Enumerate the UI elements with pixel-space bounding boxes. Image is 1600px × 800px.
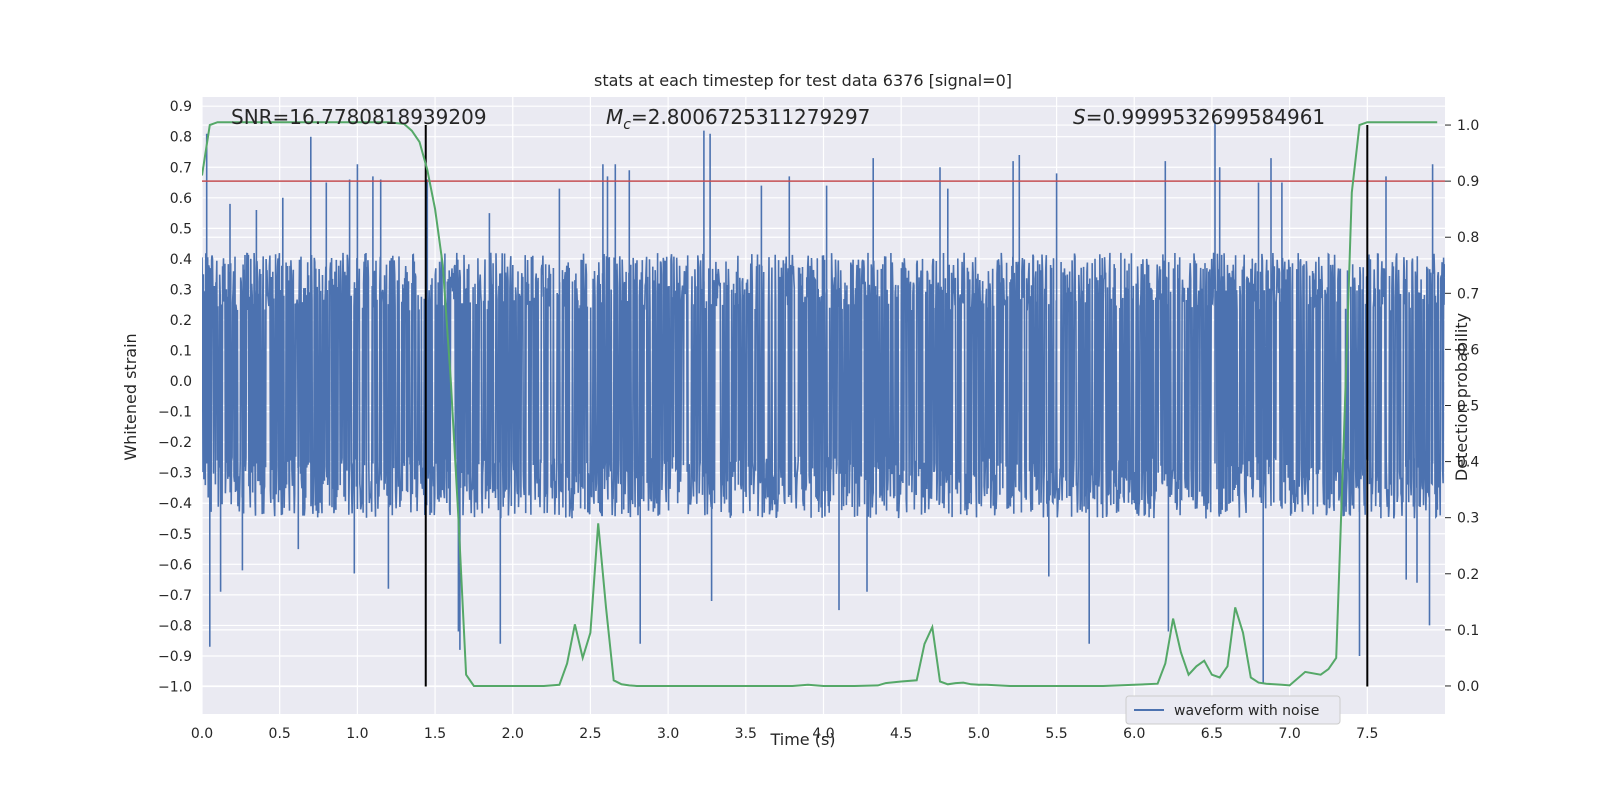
y-right-tick-label: 0.1	[1457, 623, 1479, 639]
y-right-tick-label: 0.5	[1457, 399, 1479, 415]
s-symbol: S	[1073, 105, 1086, 129]
legend-label: waveform with noise	[1174, 703, 1319, 719]
y-left-tick-label: 0.6	[170, 191, 192, 207]
y-left-tick-label: −0.8	[158, 618, 192, 634]
axis-ticks: 0.0 0.5 1.0 1.5 2.0 2.5 3.0 3.5 4.0 4.5 5.0 5.5 6.0 6…	[158, 99, 1479, 742]
y-left-tick-label: 0.9	[170, 99, 192, 115]
y-left-tick-label: 0.4	[170, 252, 192, 268]
x-tick-label: 0.0	[191, 726, 213, 742]
s-value: =0.9999532699584961	[1086, 105, 1325, 129]
x-tick-label: 5.0	[968, 726, 990, 742]
x-tick-label: 3.0	[657, 726, 679, 742]
chirp-mass-annotation: Mc=2.8006725311279297	[606, 105, 870, 133]
y-left-tick-label: 0.2	[170, 313, 192, 329]
x-tick-label: 6.0	[1123, 726, 1145, 742]
y-left-tick-label: −0.4	[158, 496, 192, 512]
y-left-tick-label: 0.5	[170, 221, 192, 237]
y-left-tick-label: −0.3	[158, 466, 192, 482]
y-right-tick-label: 0.0	[1457, 679, 1479, 695]
y-right-tick-label: 0.6	[1457, 342, 1479, 358]
x-tick-label: 7.0	[1278, 726, 1300, 742]
x-tick-label: 5.5	[1045, 726, 1067, 742]
x-tick-label: 0.5	[269, 726, 291, 742]
y-left-tick-label: 0.8	[170, 130, 192, 146]
chirp-mass-symbol: M	[606, 105, 623, 129]
waveform-line	[202, 121, 1445, 684]
y-left-tick-label: 0.3	[170, 282, 192, 298]
y-right-tick-label: 0.4	[1457, 455, 1479, 471]
snr-annotation: SNR=16.7780818939209	[231, 105, 487, 129]
y-left-tick-label: 0.1	[170, 344, 192, 360]
x-tick-label: 2.0	[502, 726, 524, 742]
y-right-tick-label: 0.2	[1457, 567, 1479, 583]
y-axis-left-label: Whitened strain	[121, 333, 140, 460]
y-left-tick-label: −0.7	[158, 588, 192, 604]
detection-probability-series	[202, 121, 1438, 687]
y-right-tick-label: 1.0	[1457, 118, 1479, 134]
x-tick-label: 2.5	[579, 726, 601, 742]
y-left-tick-label: 0.0	[170, 374, 192, 390]
overlay-lines	[202, 125, 1445, 687]
s-annotation: S=0.9999532699584961	[1073, 105, 1325, 129]
y-left-tick-label: −1.0	[158, 680, 192, 696]
x-tick-label: 1.0	[346, 726, 368, 742]
waveform-series	[202, 121, 1445, 684]
y-axis-right-label: Detection probability	[1452, 313, 1471, 481]
y-right-tick-label: 0.7	[1457, 286, 1479, 302]
y-left-tick-label: −0.1	[158, 405, 192, 421]
x-tick-label: 4.0	[812, 726, 834, 742]
x-tick-label: 4.5	[890, 726, 912, 742]
legend-box	[1125, 695, 1341, 725]
chirp-mass-subscript: c	[623, 117, 631, 133]
chart-title: stats at each timestep for test data 637…	[594, 71, 1012, 90]
y-left-tick-label: −0.5	[158, 527, 192, 543]
x-axis-label: Time (s)	[769, 730, 835, 749]
x-tick-label: 3.5	[735, 726, 757, 742]
y-right-tick-label: 0.3	[1457, 511, 1479, 527]
chirp-mass-value: =2.8006725311279297	[631, 105, 870, 129]
legend: waveform with noise	[1125, 695, 1341, 725]
y-left-tick-label: 0.7	[170, 160, 192, 176]
y-right-tick-label: 0.8	[1457, 230, 1479, 246]
y-left-tick-label: −0.2	[158, 435, 192, 451]
y-left-tick-label: −0.6	[158, 557, 192, 573]
x-tick-label: 6.5	[1201, 726, 1223, 742]
x-tick-label: 7.5	[1356, 726, 1378, 742]
y-right-tick-label: 0.9	[1457, 174, 1479, 190]
x-tick-label: 1.5	[424, 726, 446, 742]
y-left-tick-label: −0.9	[158, 649, 192, 665]
detection-probability-line	[202, 121, 1438, 687]
